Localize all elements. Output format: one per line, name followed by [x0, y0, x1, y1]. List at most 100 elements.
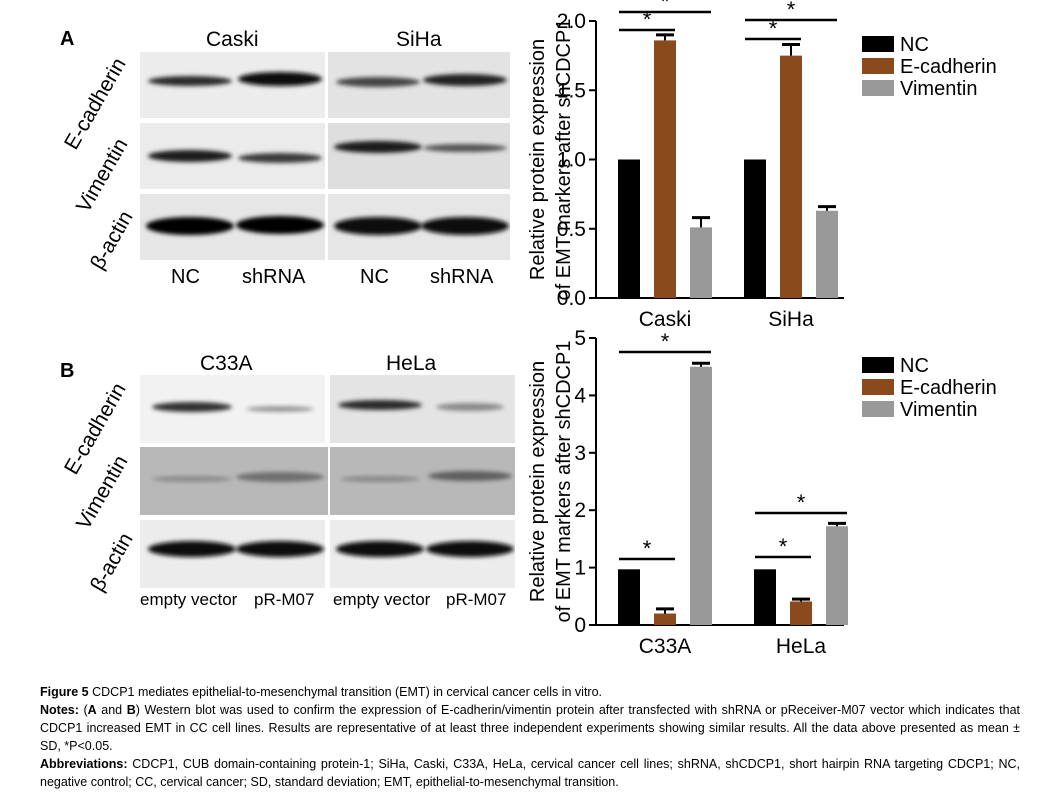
band-a-vim-1 [148, 150, 232, 162]
figure-caption-title: Figure 5 CDCP1 mediates epithelial-to-me… [40, 683, 1020, 701]
blot-b-lane-4: pR-M07 [446, 590, 507, 609]
chart-b-bar-hela-e-cadherin [790, 601, 812, 625]
chart-a-legend-swatch-nc [862, 36, 894, 52]
chart-a-y-tick-label: 1.5 [557, 79, 586, 102]
panel-b-letter: B [60, 360, 75, 382]
band-a-vim-4 [423, 144, 507, 152]
figure-caption-notes: Notes: (A and B) Western blot was used t… [40, 701, 1020, 755]
chart-b-x-tick-label: HeLa [776, 635, 827, 658]
band-a-actin-4 [421, 217, 509, 235]
band-a-ecad-3 [336, 77, 420, 87]
chart-b-y-label-1: Relative protein expression [527, 361, 549, 602]
blot-a-row-label-bactin: β-actin [86, 207, 138, 274]
band-a-ecad-2 [238, 72, 322, 86]
chart-b-legend-swatch-e-cadherin [862, 379, 894, 395]
bar-chart-a: 0.0 0.5 1.0 1.5 2.0 Relative protein expressi… [527, 0, 997, 331]
band-b-actin-3 [336, 541, 424, 557]
abbrev-text: CDCP1, CUB domain-containing protein-1; … [40, 757, 1020, 789]
chart-a-bar-siha-nc [744, 159, 766, 298]
band-a-ecad-4 [423, 74, 507, 86]
chart-b-bar-c33a-vimentin [690, 366, 712, 625]
chart-a-significance-star: * [643, 7, 652, 32]
notes-open: ( [83, 703, 88, 717]
chart-b-y-tick-label: 2 [574, 499, 586, 522]
notes-and: and [96, 703, 127, 717]
chart-a-legend-swatch-e-cadherin [862, 58, 894, 74]
chart-a-bar-caski-vimentin [690, 227, 712, 298]
chart-b-bar-hela-nc [754, 569, 776, 625]
chart-b-legend-label: NC [900, 355, 929, 377]
band-b-ecad-2 [246, 406, 314, 412]
chart-b-significance-star: * [643, 536, 652, 561]
chart-a-bar-caski-nc [618, 159, 640, 298]
blot-a-lane-2: shRNA [242, 266, 306, 288]
chart-b-significance-star: * [661, 329, 670, 354]
blot-b-cellline-1: C33A [200, 352, 253, 375]
blot-a-vim-bg-right [328, 123, 510, 189]
chart-b-y-tick-label: 5 [574, 327, 586, 350]
chart-b-legend-label: E-cadherin [900, 377, 997, 399]
band-b-vim-1 [152, 476, 232, 482]
band-a-actin-2 [236, 216, 324, 234]
band-a-actin-3 [334, 217, 422, 235]
chart-a-legend-label: Vimentin [900, 78, 977, 100]
chart-b-legend-swatch-vimentin [862, 401, 894, 417]
blot-a-image [140, 52, 510, 260]
band-b-ecad-3 [338, 400, 422, 410]
chart-b-y-tick-label: 3 [574, 442, 586, 465]
band-b-actin-4 [426, 541, 514, 557]
chart-b-bar-c33a-nc [618, 569, 640, 625]
chart-b-x-tick-label: C33A [639, 635, 692, 658]
notes-b: B [126, 703, 136, 717]
chart-a-significance-star: * [787, 0, 796, 22]
band-b-ecad-4 [436, 403, 504, 411]
figure-label: Figure 5 [40, 685, 89, 699]
band-b-vim-3 [340, 476, 420, 482]
chart-a-bar-caski-e-cadherin [654, 40, 676, 298]
chart-a-y-label-2: of EMT markers after shCDCP1 [553, 19, 575, 301]
chart-a-y-tick-label: 0.5 [557, 218, 586, 241]
band-b-actin-1 [148, 541, 236, 557]
blot-a-cellline-2: SiHa [396, 28, 442, 51]
band-a-actin-1 [146, 217, 234, 235]
blot-b-cellline-2: HeLa [386, 352, 437, 375]
band-b-actin-2 [236, 541, 324, 557]
chart-a-y-label-1: Relative protein expression [527, 39, 549, 280]
band-a-vim-3 [334, 141, 422, 153]
chart-a-legend-swatch-vimentin [862, 80, 894, 96]
chart-b-y-tick-label: 1 [574, 557, 586, 580]
chart-b-y-tick-label: 4 [574, 384, 586, 407]
chart-a-bar-siha-vimentin [816, 210, 838, 298]
chart-b-bar-c33a-e-cadherin [654, 613, 676, 625]
figure-caption-abbreviations: Abbreviations: CDCP1, CUB domain-contain… [40, 755, 1020, 791]
chart-b-bar-hela-vimentin [826, 526, 848, 625]
chart-a-legend-label: NC [900, 34, 929, 56]
blot-a-lane-1: NC [171, 266, 200, 288]
band-b-vim-2 [236, 472, 324, 482]
chart-b-y-label-2: of EMT markers after shCDCP1 [553, 341, 575, 623]
band-b-ecad-1 [152, 402, 232, 412]
abbrev-label: Abbreviations: [40, 757, 128, 771]
chart-b-significance-star: * [797, 490, 806, 515]
notes-label: Notes: [40, 703, 79, 717]
blot-a-lane-4: shRNA [430, 266, 494, 288]
chart-a-y-tick-label: 2.0 [557, 10, 586, 33]
blot-b-lane-2: pR-M07 [254, 590, 315, 609]
chart-b-significance-star: * [779, 534, 788, 559]
blot-b-lane-3: empty vector [333, 590, 431, 609]
blot-b-image [140, 375, 515, 588]
blot-b-lane-1: empty vector [140, 590, 238, 609]
blot-b-row-label-bactin: β-actin [86, 529, 138, 596]
chart-a-y-tick-label: 1.0 [557, 149, 586, 172]
bar-chart-b: 0 1 2 3 4 5 Relative protein expression of EMT … [527, 327, 997, 658]
chart-a-significance-star: * [661, 0, 670, 14]
notes-text: ) Western blot was used to confirm the e… [40, 703, 1020, 753]
band-a-vim-2 [238, 153, 322, 163]
chart-a-x-tick-label: SiHa [768, 308, 814, 331]
chart-a-bar-siha-e-cadherin [780, 55, 802, 298]
chart-a-significance-star: * [769, 16, 778, 41]
panel-a-letter: A [60, 28, 75, 50]
band-a-ecad-1 [148, 76, 232, 86]
chart-a-x-tick-label: Caski [639, 308, 692, 331]
figure-title: CDCP1 mediates epithelial-to-mesenchymal… [92, 685, 603, 699]
